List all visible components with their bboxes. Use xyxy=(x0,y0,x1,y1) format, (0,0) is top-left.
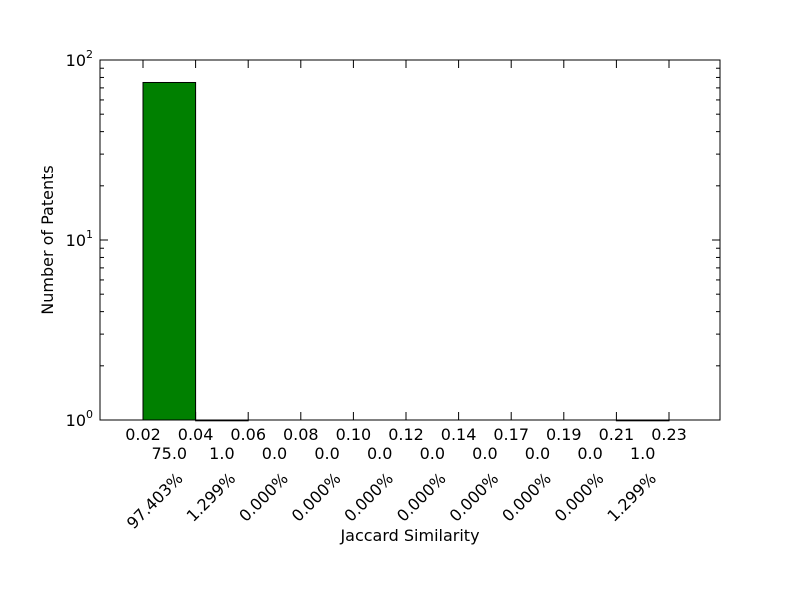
x-tick-label: 0.19 xyxy=(546,425,582,444)
bin-count-label: 0.0 xyxy=(262,444,287,463)
x-tick-label: 0.02 xyxy=(125,425,161,444)
x-axis-ticks: 0.02 0.04 0.06 0.08 0.10 0.12 0.14 0.17 0.19 0.21… xyxy=(125,60,687,444)
bin-count-label: 0.0 xyxy=(577,444,602,463)
bin-count-label: 0.0 xyxy=(472,444,497,463)
bars-group xyxy=(142,81,670,422)
x-axis-label: Jaccard Similarity xyxy=(339,526,479,545)
x-tick-label: 0.17 xyxy=(493,425,529,444)
bin-count-label: 0.0 xyxy=(314,444,339,463)
bin-count-label: 75.0 xyxy=(151,444,187,463)
y-tick-label: 100 xyxy=(66,408,93,430)
x-tick-label: 0.21 xyxy=(599,425,635,444)
bar xyxy=(142,81,197,421)
x-tick-label: 0.14 xyxy=(441,425,477,444)
bin-count-label: 0.0 xyxy=(525,444,550,463)
x-tick-label: 0.10 xyxy=(336,425,372,444)
plot-frame xyxy=(99,59,721,421)
x-tick-label: 0.23 xyxy=(651,425,687,444)
bin-count-label: 1.0 xyxy=(209,444,234,463)
x-tick-label: 0.12 xyxy=(388,425,424,444)
bin-count-label: 0.0 xyxy=(367,444,392,463)
x-tick-label: 0.04 xyxy=(178,425,214,444)
bin-count-label: 0.0 xyxy=(420,444,445,463)
bin-count-label: 1.0 xyxy=(630,444,655,463)
y-tick-label: 102 xyxy=(66,48,93,70)
y-tick-label: 101 xyxy=(66,228,93,250)
y-axis-label: Number of Patents xyxy=(38,165,57,314)
x-tick-label: 0.08 xyxy=(283,425,319,444)
x-tick-label: 0.06 xyxy=(230,425,266,444)
